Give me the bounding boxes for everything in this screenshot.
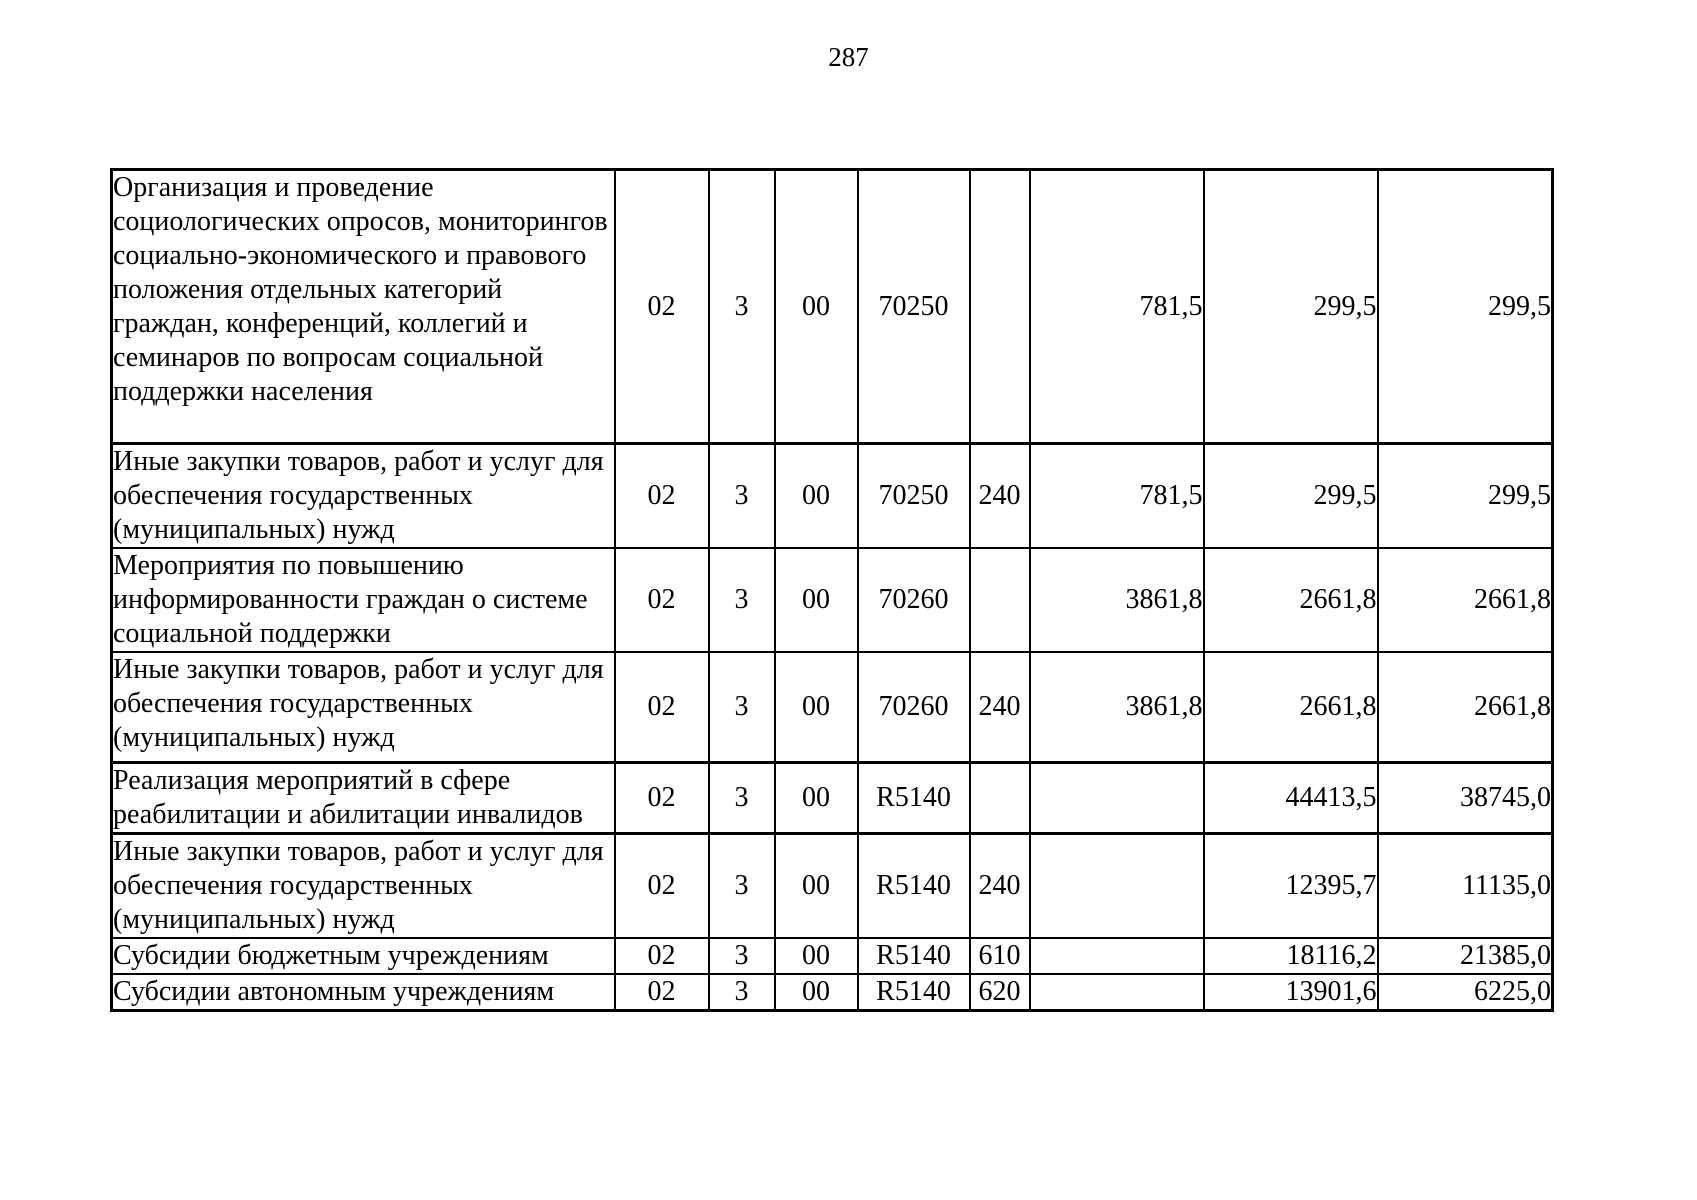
page-number: 287 (828, 42, 869, 72)
amount-cell: 299,5 (1202, 168, 1379, 445)
code-cell (968, 547, 1031, 653)
amount-cell: 3861,8 (1028, 547, 1205, 653)
code-cell: 70260 (856, 547, 971, 653)
table-row: Иные закупки товаров, работ и услуг для … (110, 832, 1554, 939)
amount-cell: 18116,2 (1202, 937, 1379, 975)
code-cell: 02 (613, 168, 710, 445)
table-row: Субсидии бюджетным учреждениям 02 3 00 R… (110, 937, 1554, 975)
code-cell: R5140 (856, 937, 971, 975)
code-cell: R5140 (856, 973, 971, 1012)
code-cell: 02 (613, 651, 710, 764)
amount-cell: 299,5 (1376, 168, 1554, 445)
row-description: Иные закупки товаров, работ и услуг для … (110, 832, 616, 939)
amount-cell: 2661,8 (1376, 547, 1554, 653)
row-description: Реализация мероприятий в сфере реабилита… (110, 761, 616, 835)
code-cell: 3 (707, 442, 776, 549)
amount-cell (1028, 973, 1205, 1012)
amount-cell: 2661,8 (1202, 547, 1379, 653)
amount-cell: 13901,6 (1202, 973, 1379, 1012)
code-cell: 240 (968, 442, 1031, 549)
code-cell: 00 (773, 937, 859, 975)
amount-cell: 299,5 (1376, 442, 1554, 549)
amount-cell: 781,5 (1028, 168, 1205, 445)
code-cell: R5140 (856, 761, 971, 835)
code-cell: 02 (613, 761, 710, 835)
code-cell: 610 (968, 937, 1031, 975)
code-cell: 00 (773, 168, 859, 445)
table-row: Реализация мероприятий в сфере реабилита… (110, 761, 1554, 835)
amount-cell: 11135,0 (1376, 832, 1554, 939)
table-row: Иные закупки товаров, работ и услуг для … (110, 651, 1554, 764)
code-cell: 3 (707, 761, 776, 835)
amount-cell: 2661,8 (1202, 651, 1379, 764)
code-cell: 02 (613, 937, 710, 975)
code-cell: 3 (707, 832, 776, 939)
code-cell: 02 (613, 832, 710, 939)
row-description: Организация и проведение социологических… (110, 168, 616, 445)
code-cell: 00 (773, 651, 859, 764)
amount-cell: 38745,0 (1376, 761, 1554, 835)
code-cell: 02 (613, 442, 710, 549)
code-cell: 3 (707, 651, 776, 764)
code-cell: 70260 (856, 651, 971, 764)
code-cell: 70250 (856, 442, 971, 549)
amount-cell (1028, 761, 1205, 835)
code-cell: 70250 (856, 168, 971, 445)
table-row: Мероприятия по повышению информированнос… (110, 547, 1554, 653)
amount-cell (1028, 937, 1205, 975)
row-description: Иные закупки товаров, работ и услуг для … (110, 651, 616, 764)
row-description: Мероприятия по повышению информированнос… (110, 547, 616, 653)
amount-cell: 6225,0 (1376, 973, 1554, 1012)
amount-cell (1028, 832, 1205, 939)
table-row: Субсидии автономным учреждениям 02 3 00 … (110, 973, 1554, 1012)
amount-cell: 12395,7 (1202, 832, 1379, 939)
row-description: Субсидии бюджетным учреждениям (110, 937, 616, 975)
amount-cell: 21385,0 (1376, 937, 1554, 975)
amount-cell: 3861,8 (1028, 651, 1205, 764)
table-row: Иные закупки товаров, работ и услуг для … (110, 442, 1554, 549)
amount-cell: 2661,8 (1376, 651, 1554, 764)
code-cell: 00 (773, 442, 859, 549)
amount-cell: 44413,5 (1202, 761, 1379, 835)
code-cell: 240 (968, 651, 1031, 764)
code-cell: 3 (707, 547, 776, 653)
code-cell: 02 (613, 547, 710, 653)
amount-cell: 299,5 (1202, 442, 1379, 549)
code-cell: 00 (773, 832, 859, 939)
row-description: Иные закупки товаров, работ и услуг для … (110, 442, 616, 549)
code-cell: 620 (968, 973, 1031, 1012)
code-cell: 00 (773, 547, 859, 653)
code-cell: 00 (773, 761, 859, 835)
code-cell: 3 (707, 168, 776, 445)
code-cell: R5140 (856, 832, 971, 939)
budget-table: Организация и проведение социологических… (110, 168, 1554, 1012)
code-cell (968, 761, 1031, 835)
code-cell: 240 (968, 832, 1031, 939)
code-cell: 02 (613, 973, 710, 1012)
code-cell: 3 (707, 937, 776, 975)
row-description: Субсидии автономным учреждениям (110, 973, 616, 1012)
code-cell: 3 (707, 973, 776, 1012)
code-cell: 00 (773, 973, 859, 1012)
table-row: Организация и проведение социологических… (110, 168, 1554, 445)
amount-cell: 781,5 (1028, 442, 1205, 549)
code-cell (968, 168, 1031, 445)
